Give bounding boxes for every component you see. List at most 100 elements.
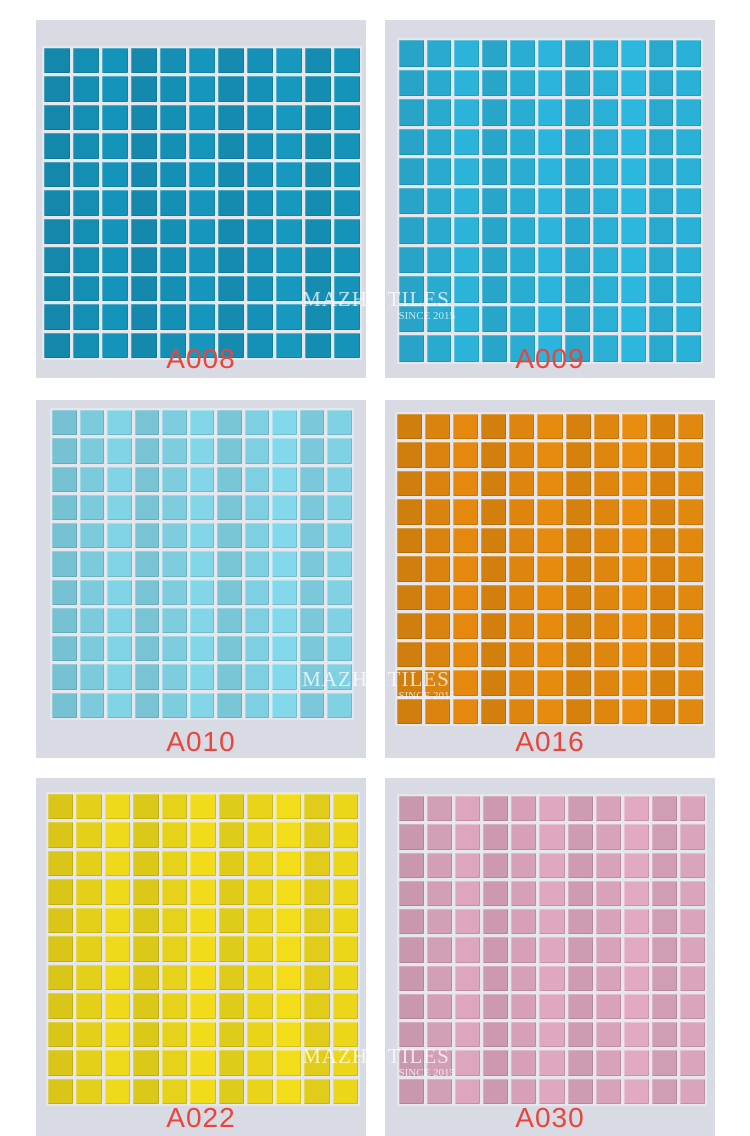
mosaic-tile bbox=[399, 909, 425, 935]
mosaic-tile bbox=[397, 414, 423, 440]
mosaic-sheet bbox=[397, 38, 703, 364]
mosaic-tile bbox=[217, 579, 242, 605]
mosaic-tile bbox=[299, 466, 325, 492]
mosaic-tile bbox=[189, 523, 215, 549]
mosaic-tile bbox=[161, 1050, 188, 1076]
mosaic-tile bbox=[190, 879, 216, 905]
mosaic-tile bbox=[621, 470, 647, 497]
mosaic-tile bbox=[247, 161, 273, 188]
mosaic-tile bbox=[44, 190, 70, 216]
mosaic-tile bbox=[133, 936, 159, 962]
mosaic-tile bbox=[481, 641, 507, 668]
mosaic-tile bbox=[190, 907, 216, 934]
mosaic-tile bbox=[593, 470, 619, 497]
mosaic-tile bbox=[134, 551, 160, 577]
mosaic-tile bbox=[509, 128, 535, 156]
mosaic-tile bbox=[162, 551, 187, 577]
mosaic-tile bbox=[565, 556, 591, 582]
mosaic-tile bbox=[334, 247, 360, 273]
mosaic-tile bbox=[76, 822, 102, 848]
mosaic-tile bbox=[482, 40, 507, 67]
mosaic-tile bbox=[76, 1021, 102, 1048]
mosaic-tile bbox=[565, 69, 591, 97]
mosaic-tile bbox=[107, 664, 132, 690]
mosaic-tile bbox=[133, 1050, 159, 1076]
mosaic-tile bbox=[481, 470, 507, 497]
mosaic-tile bbox=[275, 822, 302, 848]
mosaic-tile bbox=[276, 247, 302, 273]
mosaic-tile bbox=[399, 852, 425, 878]
mosaic-tile bbox=[649, 584, 675, 611]
mosaic-tile bbox=[48, 907, 74, 934]
mosaic-tile bbox=[275, 1078, 302, 1104]
mosaic-tile bbox=[190, 1050, 216, 1076]
mosaic-tile bbox=[134, 523, 160, 549]
mosaic-tile bbox=[247, 48, 273, 74]
mosaic-tile bbox=[677, 527, 703, 554]
mosaic-tile bbox=[677, 641, 703, 668]
mosaic-tile bbox=[511, 1050, 537, 1076]
mosaic-tile bbox=[133, 822, 159, 848]
mosaic-tile bbox=[453, 499, 479, 525]
mosaic-tile bbox=[189, 332, 215, 358]
mosaic-tile bbox=[102, 218, 128, 245]
mosaic-tile bbox=[131, 304, 157, 330]
mosaic-tile bbox=[73, 218, 99, 245]
mosaic-tile bbox=[509, 158, 535, 185]
mosaic-tile bbox=[244, 579, 270, 605]
mosaic-tile bbox=[593, 698, 619, 724]
mosaic-tile bbox=[52, 410, 77, 436]
mosaic-tile bbox=[161, 822, 188, 848]
mosaic-tile bbox=[52, 523, 77, 549]
mosaic-tile bbox=[217, 438, 242, 464]
mosaic-tile bbox=[247, 104, 273, 131]
mosaic-tile bbox=[482, 99, 507, 126]
mosaic-tile bbox=[397, 499, 423, 525]
mosaic-tile bbox=[107, 438, 132, 464]
mosaic-tile bbox=[299, 664, 325, 690]
mosaic-tile bbox=[133, 993, 159, 1019]
mosaic-tile bbox=[218, 794, 245, 820]
mosaic-tile bbox=[102, 48, 128, 74]
mosaic-tile bbox=[677, 556, 703, 582]
mosaic-tile bbox=[595, 824, 621, 850]
mosaic-tile bbox=[48, 850, 74, 877]
mosaic-tile bbox=[537, 527, 563, 554]
mosaic-tile bbox=[76, 879, 102, 905]
mosaic-tile bbox=[425, 698, 451, 724]
mosaic-tile bbox=[305, 304, 331, 330]
mosaic-tile bbox=[134, 692, 160, 718]
mosaic-tile bbox=[275, 879, 302, 905]
mosaic-tile bbox=[76, 1050, 102, 1076]
mosaic-tile bbox=[595, 993, 621, 1020]
mosaic-tile bbox=[399, 993, 425, 1020]
mosaic-tile bbox=[511, 937, 537, 963]
mosaic-tile bbox=[677, 584, 703, 611]
mosaic-tile bbox=[73, 48, 99, 74]
mosaic-tile bbox=[189, 466, 215, 492]
mosaic-tile bbox=[511, 880, 537, 907]
mosaic-tile bbox=[299, 636, 325, 662]
mosaic-tile bbox=[334, 275, 360, 302]
mosaic-tile bbox=[48, 993, 74, 1019]
mosaic-tile bbox=[509, 556, 535, 582]
mosaic-tile bbox=[511, 993, 537, 1020]
mosaic-tile bbox=[620, 246, 646, 274]
mosaic-tile bbox=[107, 466, 132, 492]
mosaic-tile bbox=[595, 1050, 621, 1076]
mosaic-tile bbox=[651, 1078, 677, 1104]
tile-panel-a030: A030 bbox=[385, 778, 715, 1136]
mosaic-tile bbox=[651, 1022, 677, 1048]
mosaic-tile bbox=[453, 442, 479, 468]
mosaic-tile bbox=[511, 824, 537, 850]
mosaic-tile bbox=[481, 670, 507, 696]
mosaic-tile bbox=[509, 69, 535, 97]
mosaic-tile bbox=[134, 494, 160, 521]
mosaic-tile bbox=[620, 69, 646, 97]
mosaic-tile bbox=[399, 965, 425, 991]
mosaic-tile bbox=[134, 636, 160, 662]
mosaic-tile bbox=[52, 438, 77, 464]
mosaic-tile bbox=[217, 410, 242, 436]
mosaic-tile bbox=[73, 161, 99, 188]
mosaic-tile bbox=[218, 879, 245, 905]
